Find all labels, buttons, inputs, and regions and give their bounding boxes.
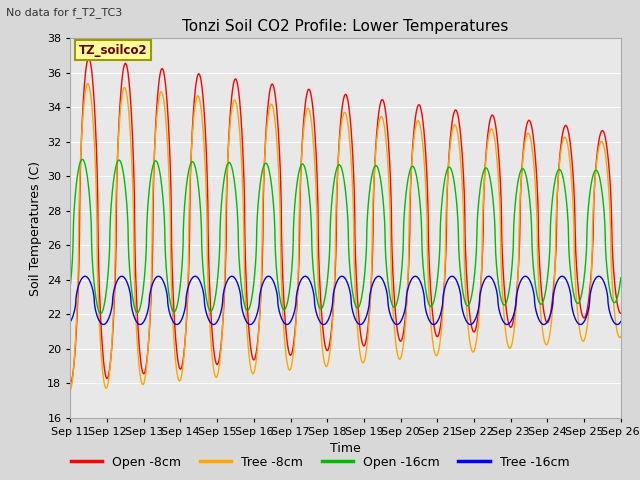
Y-axis label: Soil Temperatures (C): Soil Temperatures (C) [29,160,42,296]
Tree -16cm [506,320,514,325]
Tree -16cm [584,309,592,315]
Open -16cm [97,311,104,316]
Line: Tree -8cm: Tree -8cm [70,84,621,391]
Open -16cm [569,285,577,291]
Tree -16cm [67,319,74,324]
Open -16cm [221,174,228,180]
Line: Open -16cm: Open -16cm [70,159,621,313]
Tree -8cm [568,190,576,195]
Open -16cm [584,210,592,216]
Tree -16cm [220,288,228,294]
Tree -8cm [374,129,381,134]
Open -16cm [79,156,86,162]
Text: TZ_soilco2: TZ_soilco2 [79,44,147,57]
X-axis label: Time: Time [330,442,361,455]
Open -8cm [584,304,591,310]
Tree -16cm [617,319,625,324]
Legend: Open -8cm, Tree -8cm, Open -16cm, Tree -16cm: Open -8cm, Tree -8cm, Open -16cm, Tree -… [66,451,574,474]
Open -8cm [85,55,93,61]
Tree -16cm [569,308,577,313]
Tree -8cm [220,291,228,297]
Open -8cm [568,162,576,168]
Tree -8cm [362,352,369,358]
Tree -8cm [67,388,74,394]
Text: No data for f_T2_TC3: No data for f_T2_TC3 [6,7,123,18]
Tree -8cm [84,81,92,86]
Tree -8cm [584,320,591,326]
Tree -16cm [374,274,381,279]
Tree -8cm [506,346,513,351]
Tree -16cm [393,322,401,327]
Open -8cm [374,120,381,126]
Title: Tonzi Soil CO2 Profile: Lower Temperatures: Tonzi Soil CO2 Profile: Lower Temperatur… [182,20,509,35]
Open -8cm [617,311,625,316]
Open -16cm [362,256,370,262]
Open -16cm [617,275,625,280]
Open -16cm [374,165,381,171]
Tree -8cm [617,334,625,340]
Open -16cm [67,282,74,288]
Line: Open -8cm: Open -8cm [70,58,621,383]
Tree -16cm [412,274,419,279]
Open -8cm [67,380,74,386]
Open -16cm [506,283,514,288]
Line: Tree -16cm: Tree -16cm [70,276,621,324]
Open -8cm [506,324,513,329]
Open -8cm [220,297,228,302]
Open -8cm [362,340,369,346]
Tree -16cm [362,316,369,322]
